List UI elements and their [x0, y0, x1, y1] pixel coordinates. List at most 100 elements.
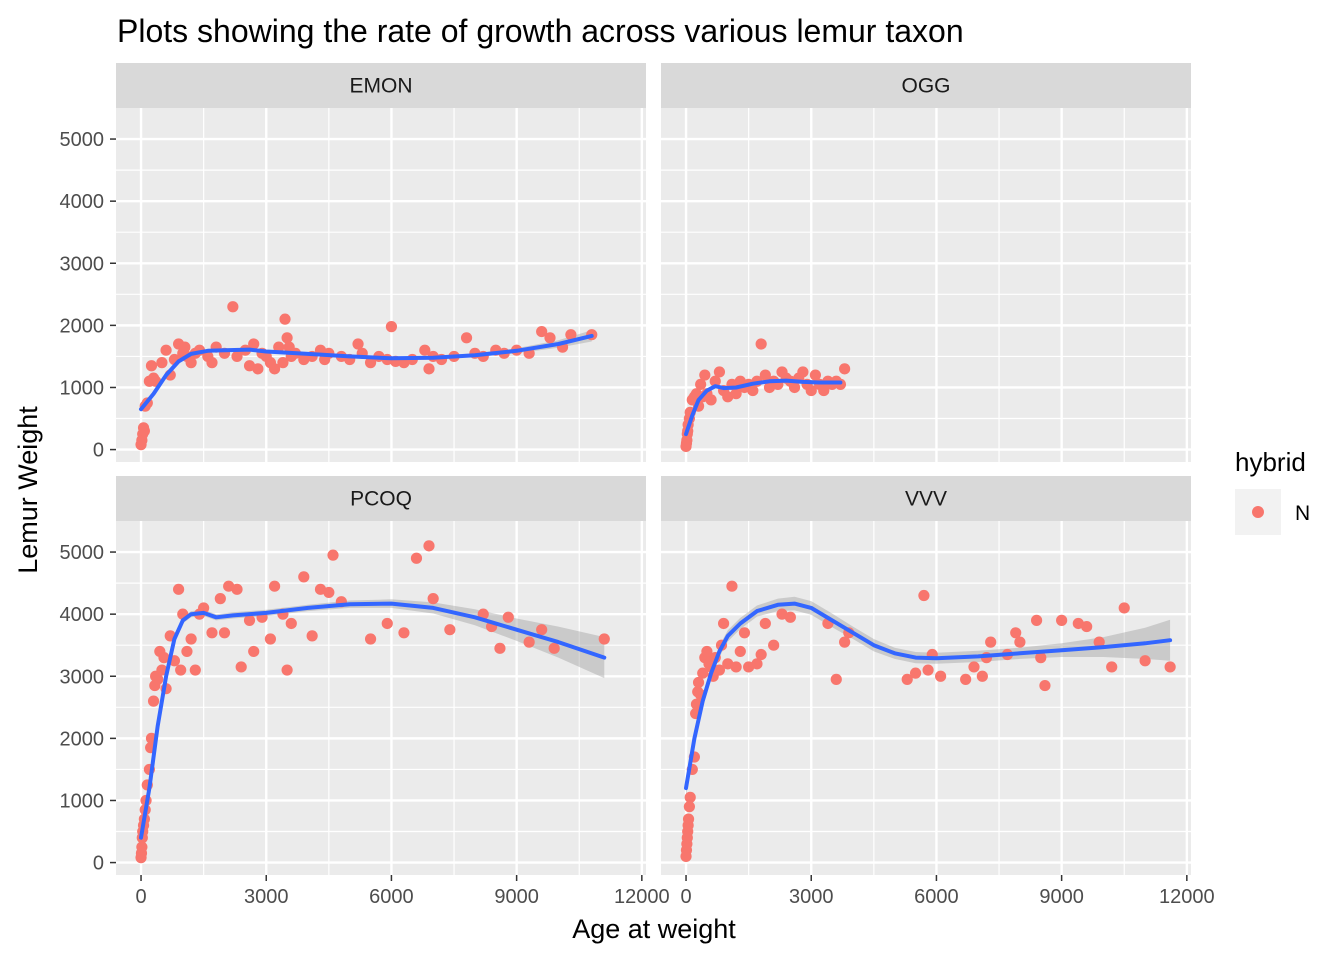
data-point	[185, 357, 197, 369]
data-point	[1164, 661, 1176, 673]
data-point	[839, 363, 851, 375]
data-point	[502, 611, 514, 623]
chart-title: Plots showing the rate of growth across …	[117, 13, 964, 49]
data-point	[918, 589, 930, 602]
panel-background	[116, 108, 646, 462]
data-point	[398, 627, 410, 639]
data-point	[709, 375, 721, 387]
data-point	[1035, 652, 1047, 664]
data-point	[985, 636, 997, 648]
data-point	[1030, 614, 1043, 626]
legend: hybrid N	[1235, 447, 1310, 535]
data-point	[1093, 636, 1105, 648]
data-point	[158, 652, 170, 664]
data-point	[136, 841, 148, 853]
data-point	[755, 648, 767, 661]
x-tick-label: 12000	[1159, 886, 1215, 908]
facet-strip-label: VVV	[905, 488, 947, 511]
data-point	[281, 332, 293, 344]
x-tick-label: 3000	[244, 886, 289, 908]
data-point	[419, 344, 431, 356]
facet-panels: EMON 0 1000 2000 3000 4000 5000 OGG PCOQ 0 1000 200…	[60, 63, 1215, 908]
smooth-line	[684, 601, 1173, 791]
data-point	[784, 611, 796, 623]
data-point	[385, 321, 398, 333]
data-point	[410, 552, 423, 564]
data-point	[751, 658, 763, 670]
data-point	[713, 366, 726, 378]
data-point	[279, 313, 291, 325]
data-point	[536, 624, 548, 636]
data-point	[264, 633, 277, 645]
y-axis-title: Lemur Weight	[13, 406, 43, 574]
data-point	[306, 630, 318, 642]
legend-key-point	[1252, 506, 1264, 518]
data-point	[797, 366, 809, 378]
data-point	[268, 580, 281, 592]
data-point	[214, 593, 226, 605]
y-tick-label: 2000	[60, 315, 105, 337]
y-tick-label: 0	[93, 853, 104, 875]
data-point	[683, 801, 695, 813]
data-point	[1081, 620, 1093, 633]
data-point	[968, 661, 980, 673]
x-tick-label: 6000	[369, 886, 414, 908]
facet-strip	[661, 476, 1191, 521]
data-point	[364, 633, 377, 645]
data-point	[364, 357, 377, 369]
y-tick-label: 4000	[60, 191, 105, 213]
facet-panel-ogg: OGG	[661, 63, 1191, 462]
data-point	[352, 338, 364, 350]
data-point	[690, 698, 703, 710]
y-tick-label: 5000	[60, 542, 105, 564]
data-point	[809, 369, 822, 381]
data-point	[684, 791, 696, 803]
data-point	[175, 664, 187, 676]
smooth-line	[684, 378, 843, 437]
x-tick-label: 3000	[789, 886, 834, 908]
data-point	[768, 639, 780, 651]
data-point	[281, 664, 293, 676]
data-point	[252, 363, 264, 375]
data-point	[423, 363, 435, 375]
data-point	[976, 670, 988, 682]
data-point	[759, 617, 771, 630]
data-point	[381, 617, 393, 630]
data-point	[185, 633, 197, 645]
x-axis-title: Age at weight	[572, 914, 736, 944]
data-point	[699, 369, 711, 381]
data-point	[922, 664, 934, 676]
x-tick-label: 9000	[494, 886, 539, 908]
y-tick-label: 0	[93, 440, 104, 462]
data-point	[818, 384, 830, 397]
data-point	[548, 642, 560, 654]
data-point	[494, 642, 506, 654]
data-point	[227, 301, 239, 313]
y-tick-label: 1000	[60, 377, 105, 399]
data-point	[285, 617, 297, 630]
data-point	[805, 384, 817, 397]
data-point	[145, 360, 158, 372]
data-point	[523, 636, 535, 648]
data-point	[298, 571, 310, 583]
data-point	[243, 614, 256, 626]
data-point	[935, 670, 947, 682]
smooth-line	[139, 333, 594, 412]
data-point	[172, 583, 185, 595]
data-point	[138, 425, 150, 437]
x-tick-label: 6000	[914, 886, 959, 908]
data-point	[960, 673, 972, 685]
data-point	[695, 378, 707, 390]
facet-strip-label: EMON	[350, 75, 413, 98]
y-tick-label: 3000	[60, 666, 105, 688]
data-point	[1056, 614, 1068, 626]
facet-panel-pcoq: PCOQ 0 1000 2000 3000 4000 5000 0 3000 6000 9000 12…	[60, 476, 670, 908]
data-point	[206, 627, 218, 639]
facet-panel-vvv: VVV 0 3000 6000 9000 12000	[661, 476, 1215, 908]
data-point	[231, 350, 243, 363]
x-tick-label: 9000	[1039, 886, 1084, 908]
facet-strip	[116, 476, 646, 521]
data-point	[1039, 679, 1051, 692]
data-point	[147, 695, 160, 707]
data-point	[697, 667, 709, 679]
